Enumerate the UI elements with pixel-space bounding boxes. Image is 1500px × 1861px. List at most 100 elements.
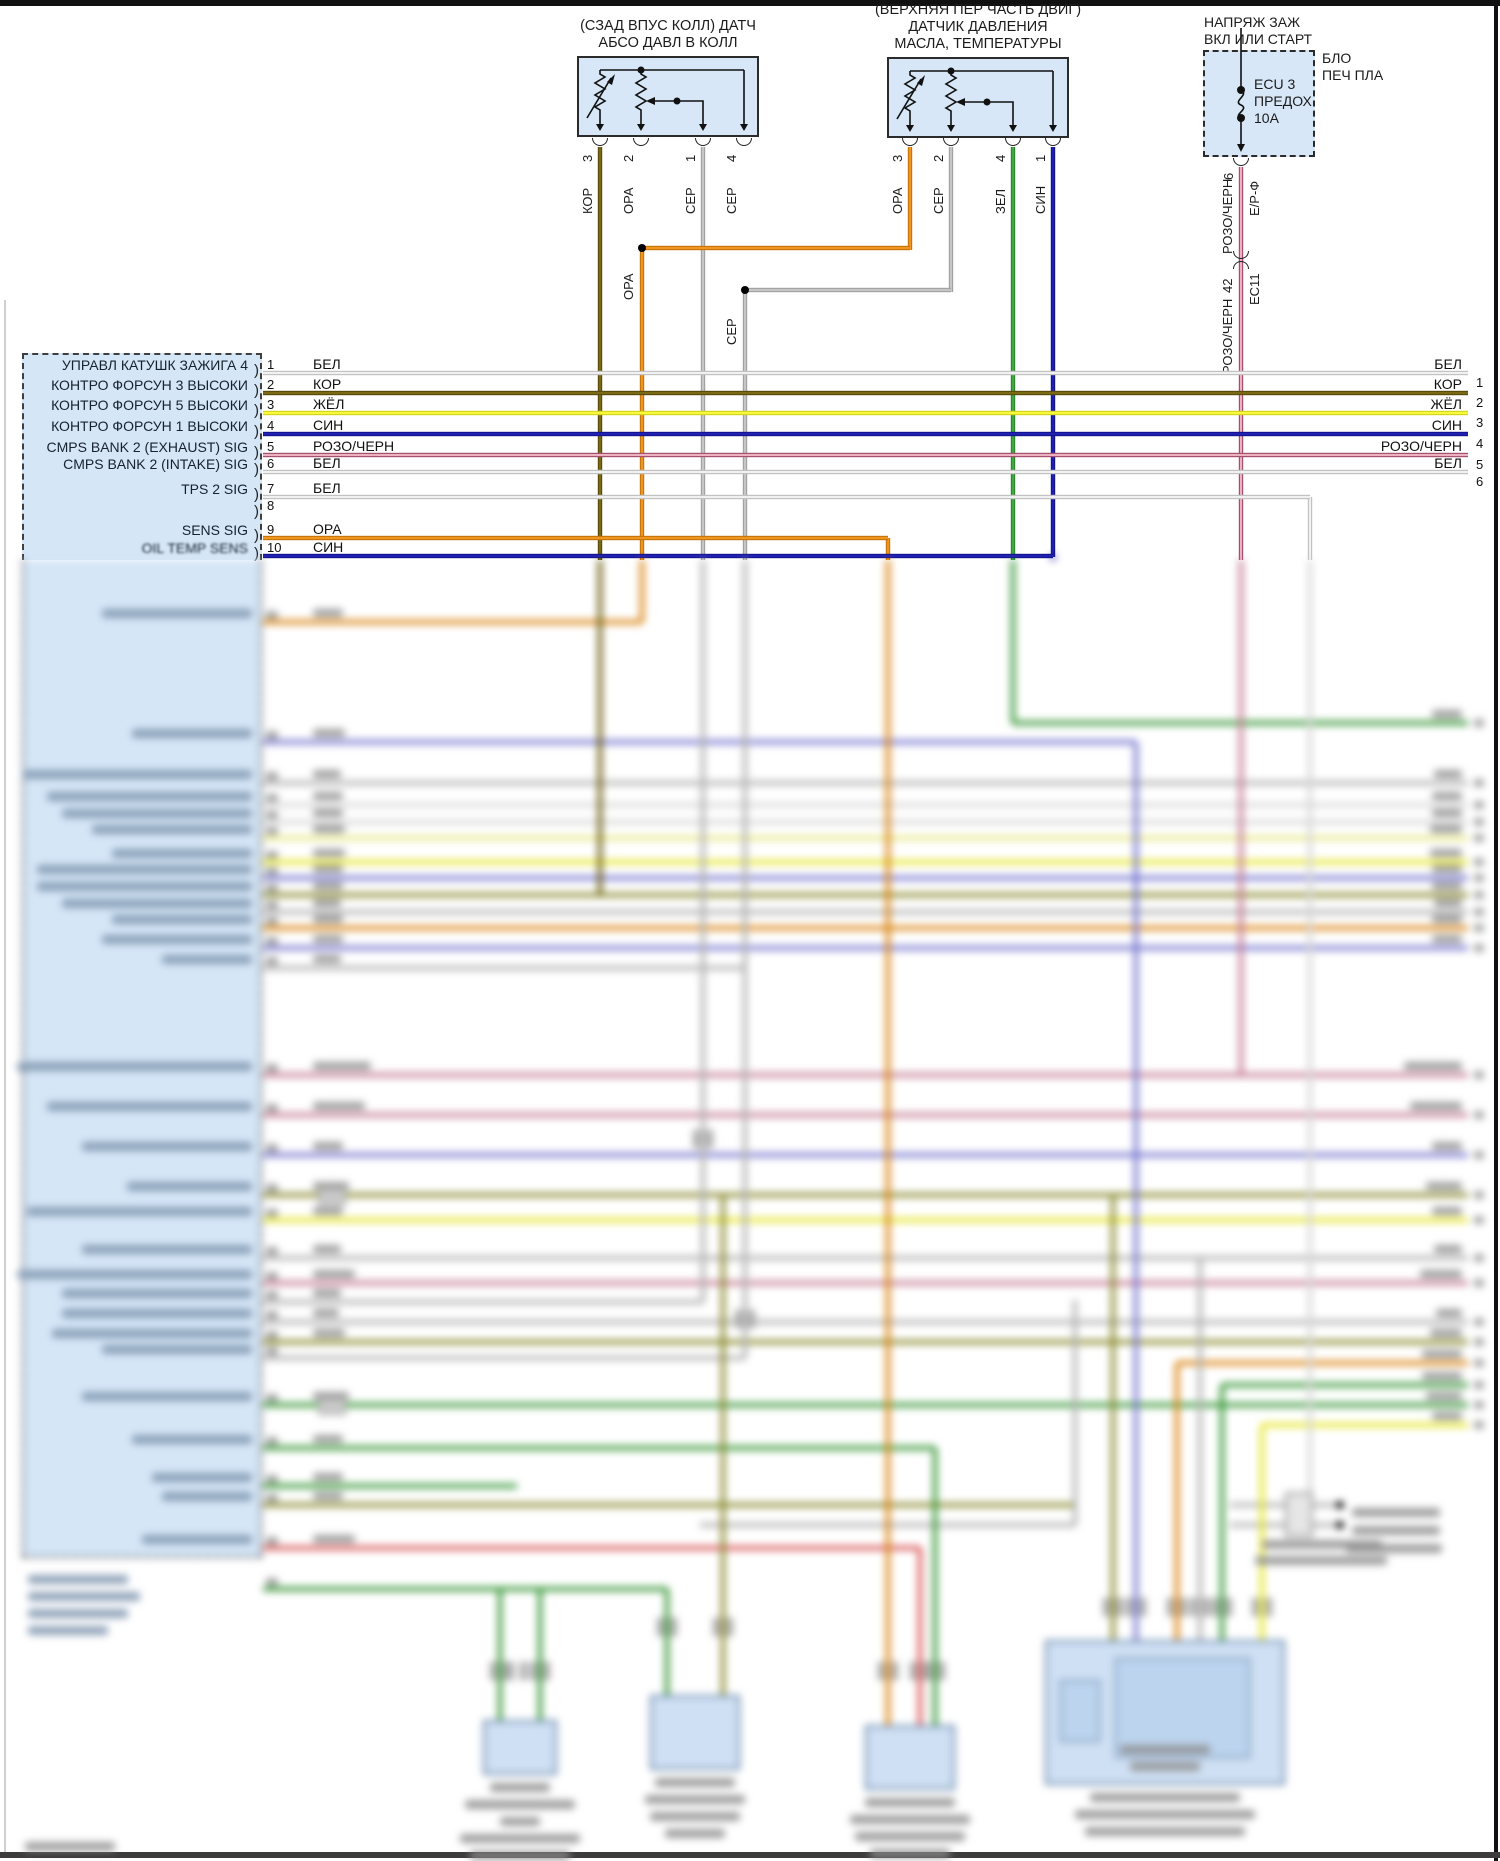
connector-tick-icon — [1212, 1598, 1232, 1616]
ecu-pin-number: 6 — [267, 456, 275, 471]
blurred-ecu-label — [112, 849, 252, 858]
ecu-pin-bracket: ) — [254, 486, 259, 503]
blurred-wire-color — [313, 1309, 339, 1317]
ecu-pin-bracket: ) — [254, 503, 259, 520]
blurred-right-pin — [1474, 891, 1484, 899]
wire-horizontal — [263, 1447, 935, 1449]
wire-horizontal — [263, 372, 1468, 374]
blurred-wire-color-right — [1432, 935, 1462, 943]
ecu-pin-number: 3 — [267, 397, 275, 412]
wire-vertical — [1012, 147, 1014, 560]
blurred-ecu-label — [162, 955, 252, 964]
wire-vertical — [666, 1589, 668, 1695]
wire-vertical — [934, 1448, 936, 1725]
wire-horizontal — [263, 471, 1468, 473]
blurred-pin-number — [266, 1494, 278, 1502]
blurred-text — [28, 1575, 128, 1584]
blurred-component-label — [1085, 1827, 1245, 1836]
wire-horizontal — [263, 741, 1136, 743]
blurred-pin-number — [266, 937, 278, 945]
blurred-component-label — [1130, 1762, 1200, 1771]
wire-horizontal — [1262, 1424, 1468, 1426]
wire-horizontal — [263, 412, 1468, 414]
blurred-ecu-label — [92, 825, 252, 834]
blurred-wire-color-right — [1434, 899, 1462, 907]
wire-horizontal — [1177, 1362, 1468, 1364]
blurred-ecu-label — [132, 729, 252, 738]
blurred-wire-color — [313, 825, 345, 833]
blurred-ecu-label — [62, 1309, 252, 1318]
component-box — [865, 1725, 955, 1790]
blurred-ecu-label — [102, 609, 252, 618]
blurred-pin-number — [266, 851, 278, 859]
blurred-wire-color — [313, 1102, 365, 1110]
ecu-pin-label: КОНТРО ФОРСУН 5 ВЫСОКИ — [51, 397, 248, 413]
blurred-pin-number — [266, 901, 278, 909]
blurred-right-pin — [1474, 1338, 1484, 1346]
blurred-right-pin — [1474, 801, 1484, 809]
blurred-pin-number — [266, 1578, 278, 1586]
wire-vertical — [702, 147, 704, 560]
blurred-wire-color-right — [1420, 1270, 1462, 1278]
wire-vertical — [1261, 1425, 1263, 1640]
wire-vertical — [909, 147, 911, 250]
blurred-pin-number — [266, 917, 278, 925]
blurred-component-label — [1075, 1810, 1255, 1819]
blurred-component-label — [1090, 1793, 1240, 1802]
ecu-pin-bracket: ) — [254, 423, 259, 440]
blurred-ecu-label — [27, 1207, 252, 1216]
blurred-wire-color — [313, 809, 343, 817]
wire-horizontal — [263, 1257, 1468, 1259]
wire-vertical — [950, 147, 952, 292]
wire-horizontal — [263, 967, 745, 969]
wire-horizontal — [263, 1357, 745, 1359]
wire-color-label: ЖЁЛ — [313, 396, 345, 412]
blurred-ecu-label — [17, 1270, 252, 1279]
blurred-pin-number — [266, 1437, 278, 1445]
blurred-ecu-label — [162, 1492, 252, 1501]
wire-horizontal — [263, 1114, 1468, 1116]
wire-horizontal — [263, 1341, 1468, 1343]
blurred-right-pin — [1474, 1401, 1484, 1409]
right-pin-number: 4 — [1476, 436, 1484, 451]
ecu-box-lower — [22, 560, 262, 1558]
wire-horizontal — [263, 1282, 1468, 1284]
blurred-right-pin — [1474, 924, 1484, 932]
blurred-component-label — [850, 1815, 970, 1824]
map-sensor-internals — [586, 66, 748, 131]
blurred-right-pin — [1474, 1381, 1484, 1389]
wire-color-label: КОР — [313, 376, 342, 392]
page-border-left — [4, 300, 6, 1852]
wire-color-label-right: БЕЛ — [1434, 455, 1462, 471]
blurred-wire-color-right — [1432, 1412, 1462, 1420]
blurred-wire-color — [313, 1392, 349, 1400]
blurred-text — [28, 1626, 108, 1635]
blurred-pin-number — [266, 1537, 278, 1545]
blurred-wire-color — [313, 1182, 349, 1190]
ecu-pin-label: SENS SIG — [181, 522, 248, 538]
blurred-right-pin — [1474, 719, 1484, 727]
blurred-component-label — [855, 1832, 965, 1841]
blurred-pin-number — [266, 827, 278, 835]
blurred-pin-number — [266, 1311, 278, 1319]
blurred-pin-number — [266, 731, 278, 739]
blurred-pin-number — [266, 957, 278, 965]
blurred-wire-color — [313, 899, 341, 907]
blurred-pin-number — [266, 884, 278, 892]
wire-horizontal — [263, 555, 1053, 557]
blurred-pin-number — [266, 1475, 278, 1483]
wire-color-label: БЕЛ — [313, 356, 341, 372]
blurred-wire-color-right — [1422, 1350, 1462, 1358]
blurred-wire-color-right — [1430, 1329, 1462, 1337]
blurred-wire-color — [313, 770, 341, 778]
blurred-wire-color-right — [1410, 1102, 1462, 1110]
ecu-pin-bracket: ) — [254, 527, 259, 544]
blurred-text — [1352, 1508, 1440, 1517]
wire-horizontal — [263, 454, 1468, 456]
wire-horizontal — [263, 1504, 1075, 1506]
wire-color-label-right: БЕЛ — [1434, 356, 1462, 372]
blurred-right-pin — [1474, 858, 1484, 866]
wire-color-label: БЕЛ — [313, 455, 341, 471]
right-pin-number: 1 — [1476, 375, 1484, 390]
